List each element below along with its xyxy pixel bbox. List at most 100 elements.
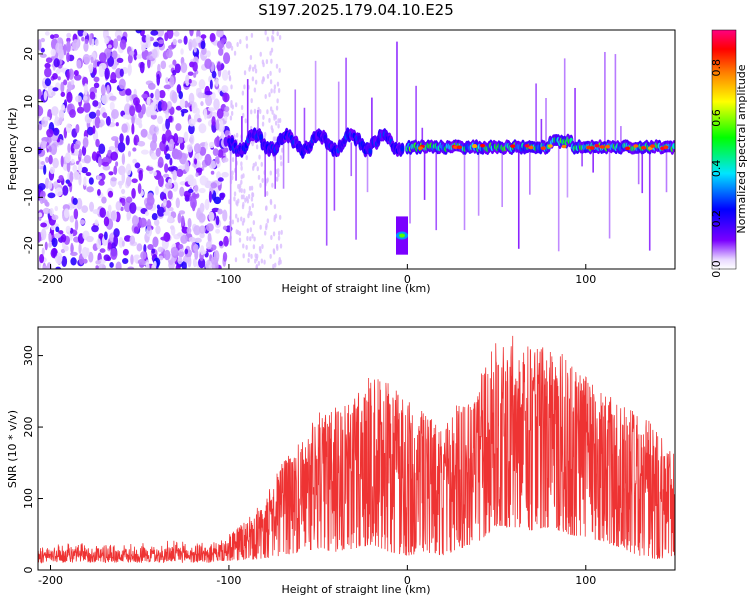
spectrogram-cell bbox=[179, 186, 185, 197]
spectrogram-cell bbox=[240, 104, 244, 110]
spectrogram-cell bbox=[152, 236, 159, 248]
x-tick-label: -200 bbox=[38, 273, 63, 286]
spectrogram-cell bbox=[274, 142, 277, 189]
spectrogram-cell bbox=[52, 73, 58, 80]
spectrogram-cell bbox=[259, 224, 262, 230]
spectrogram-cell bbox=[175, 263, 181, 269]
spectrogram-cell bbox=[170, 246, 179, 256]
spectrogram-cell bbox=[200, 245, 205, 256]
spectrogram-cell bbox=[273, 84, 277, 90]
spectrogram-cell bbox=[51, 91, 56, 97]
spectrogram-cell bbox=[169, 138, 175, 151]
spectrogram-cell bbox=[40, 190, 46, 199]
spectrogram-cell bbox=[246, 228, 249, 234]
spectrogram-cell bbox=[625, 146, 631, 151]
spectrogram-cell bbox=[107, 204, 112, 212]
spectrogram-cell bbox=[102, 156, 110, 163]
spectrogram-cell bbox=[38, 141, 41, 148]
spectrogram-cell bbox=[270, 125, 273, 131]
spectrogram-cell bbox=[253, 108, 257, 114]
spectrogram-cell bbox=[199, 225, 206, 234]
spectrogram-cell bbox=[193, 225, 201, 236]
spectrogram-cell bbox=[277, 118, 280, 124]
spectrogram-ylabel: Frequency (Hz) bbox=[6, 108, 19, 191]
spectrogram-cell bbox=[179, 137, 184, 144]
spectrogram-cell bbox=[188, 118, 196, 127]
spectrogram-cell bbox=[216, 61, 222, 72]
spectrogram-cell bbox=[222, 157, 229, 163]
spectrogram-cell bbox=[637, 147, 640, 185]
spectrogram-cell bbox=[62, 185, 69, 196]
spectrogram-cell bbox=[248, 66, 251, 72]
spectrogram-cell bbox=[61, 255, 68, 268]
spectrogram-cell bbox=[125, 163, 132, 176]
spectrogram-cell bbox=[672, 143, 675, 150]
colorbar-label: Normalized spectral amplitude bbox=[735, 64, 748, 233]
spectrogram-cell bbox=[157, 63, 161, 74]
spectrogram-cell bbox=[180, 48, 184, 55]
spectrogram-cell bbox=[149, 109, 158, 116]
spectrogram-cell bbox=[168, 115, 173, 123]
spectrogram-cell bbox=[233, 191, 237, 197]
spectrogram-cell bbox=[199, 146, 207, 156]
spectrogram-cell bbox=[278, 214, 282, 220]
spectrogram-cell bbox=[131, 123, 135, 135]
spectrogram-cell bbox=[88, 63, 94, 74]
spectrogram-cell bbox=[187, 144, 193, 153]
spectrogram-cell bbox=[245, 244, 248, 250]
spectrogram-cell bbox=[43, 90, 48, 101]
spectrogram-cell bbox=[249, 54, 253, 60]
spectrogram-cell bbox=[102, 112, 108, 119]
spectrogram-cell bbox=[222, 209, 228, 222]
spectrogram-cell bbox=[175, 123, 182, 131]
spectrogram-cell bbox=[40, 161, 45, 166]
spectrogram-cell bbox=[251, 76, 255, 82]
spectrogram-cell bbox=[456, 145, 462, 150]
spectrogram-cell bbox=[409, 147, 411, 224]
spectrogram-cell bbox=[205, 223, 214, 232]
spectrogram-cell bbox=[95, 138, 100, 148]
spectrogram-cell bbox=[278, 34, 282, 40]
spectrogram-cell bbox=[60, 104, 66, 111]
spectrogram-cell bbox=[44, 78, 52, 87]
spectrogram-cell bbox=[231, 157, 235, 163]
spectrogram-cell bbox=[141, 93, 148, 99]
spectrogram-cell bbox=[120, 206, 124, 212]
spectrogram-cell bbox=[155, 147, 161, 157]
spectrogram-cell bbox=[264, 225, 268, 231]
spectrogram-cell bbox=[224, 106, 230, 112]
snr-series-line bbox=[38, 335, 675, 564]
spectrogram-cell bbox=[81, 205, 89, 213]
spectrogram-cell bbox=[83, 154, 92, 164]
x-tick-label: -100 bbox=[216, 273, 241, 286]
spectrogram-cell bbox=[104, 37, 110, 45]
spectrogram-cell bbox=[245, 155, 248, 161]
spectrogram-cell bbox=[91, 225, 99, 233]
spectrogram-cell bbox=[67, 182, 72, 187]
spectrogram-cell bbox=[204, 153, 212, 166]
spectrogram-cell bbox=[277, 123, 280, 129]
spectrogram-cell bbox=[222, 92, 230, 103]
spectrogram-cell bbox=[177, 256, 183, 265]
spectrogram-cell bbox=[209, 79, 213, 90]
spectrogram-cell bbox=[245, 35, 248, 41]
spectrogram-cell bbox=[76, 197, 83, 210]
spectrogram-cell bbox=[43, 164, 47, 175]
spectrogram-cell bbox=[524, 144, 530, 148]
spectrogram-cell bbox=[269, 198, 273, 204]
spectrogram-cell bbox=[152, 133, 158, 144]
spectrogram-cell bbox=[74, 149, 79, 156]
spectrogram-cell bbox=[217, 177, 224, 182]
spectrogram-cell bbox=[258, 246, 262, 252]
spectrogram-cell bbox=[271, 109, 274, 115]
spectrogram-cell bbox=[230, 110, 234, 116]
spectrogram-cell bbox=[50, 225, 55, 231]
snr-panel: -200 -100 0 100 0 100 200 300 Height of straigh… bbox=[6, 326, 676, 596]
spectrogram-cell bbox=[38, 123, 43, 131]
spectrogram-cell bbox=[165, 144, 169, 152]
spectrogram-cell bbox=[189, 30, 194, 37]
spectrogram-cell bbox=[204, 141, 208, 151]
spectrogram-cell bbox=[89, 91, 96, 100]
spectrogram-cell bbox=[198, 79, 206, 90]
spectrogram-cell bbox=[178, 91, 183, 100]
